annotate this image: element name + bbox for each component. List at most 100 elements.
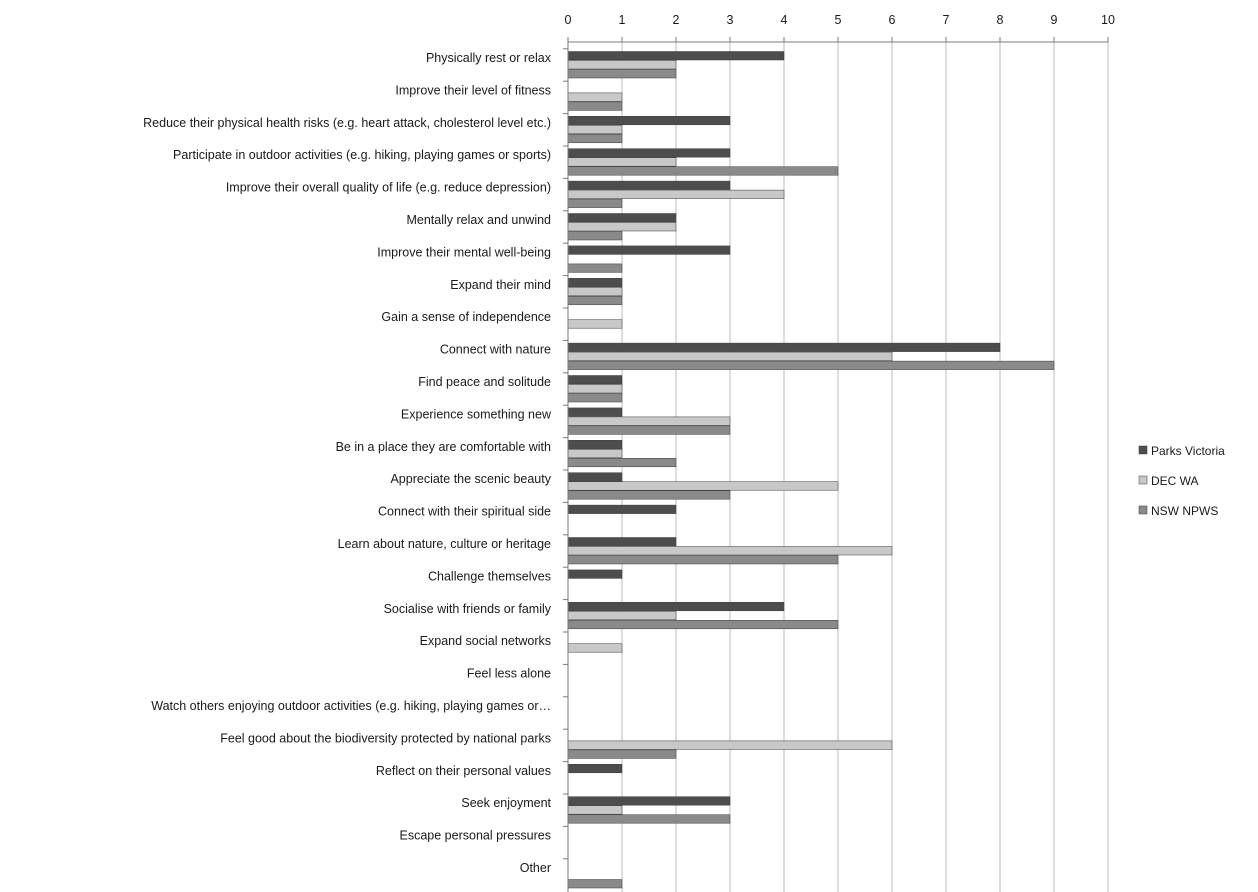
bar-nsw-npws (567, 555, 839, 565)
bar-dec-wa (567, 611, 677, 621)
bar-nsw-npws (567, 879, 623, 889)
category-label: Learn about nature, culture or heritage (338, 537, 551, 551)
bar-parks-victoria (567, 342, 1001, 352)
bar-dec-wa (567, 449, 623, 459)
bar-parks-victoria (567, 375, 623, 385)
category-label: Appreciate the scenic beauty (390, 472, 551, 486)
bar-dec-wa (567, 189, 785, 199)
bar-nsw-npws (567, 749, 677, 759)
bar-nsw-npws (567, 620, 839, 630)
bar-parks-victoria (567, 440, 623, 450)
x-tick-label-6: 6 (889, 13, 896, 27)
x-tick-label-10: 10 (1101, 13, 1115, 27)
bar-dec-wa (567, 157, 677, 167)
category-label: Feel good about the biodiversity protect… (220, 731, 551, 745)
bar-nsw-npws (567, 69, 677, 79)
category-label: Connect with their spiritual side (378, 505, 551, 519)
bar-nsw-npws (567, 134, 623, 144)
bar-parks-victoria (567, 602, 785, 612)
bar-nsw-npws (567, 198, 623, 208)
bar-parks-victoria (567, 504, 677, 514)
category-label: Escape personal pressures (400, 829, 551, 843)
bar-nsw-npws (567, 360, 1055, 370)
bar-nsw-npws (567, 814, 731, 824)
category-label: Participate in outdoor activities (e.g. … (173, 148, 551, 162)
category-label: Expand their mind (450, 278, 551, 292)
bar-dec-wa (567, 125, 623, 135)
category-label: Improve their overall quality of life (e… (226, 181, 551, 195)
bar-dec-wa (567, 546, 893, 556)
category-label: Experience something new (401, 407, 552, 421)
legend-swatch-nsw-npws (1138, 505, 1148, 515)
category-label: Be in a place they are comfortable with (336, 440, 551, 454)
bar-nsw-npws (567, 490, 731, 500)
category-label: Watch others enjoying outdoor activities… (151, 699, 551, 713)
bar-dec-wa (567, 287, 623, 297)
category-label: Feel less alone (467, 667, 551, 681)
legend-label-nsw-npws: NSW NPWS (1151, 504, 1218, 518)
x-tick-label-4: 4 (781, 13, 788, 27)
legend-label-parks-victoria: Parks Victoria (1151, 444, 1225, 458)
bar-parks-victoria (567, 116, 731, 126)
legend-swatch-dec-wa (1138, 475, 1148, 485)
x-tick-label-2: 2 (673, 13, 680, 27)
category-label: Socialise with friends or family (384, 602, 552, 616)
x-tick-label-8: 8 (997, 13, 1004, 27)
bar-parks-victoria (567, 51, 785, 61)
axes (563, 37, 1109, 892)
bar-parks-victoria (567, 148, 731, 158)
category-label: Expand social networks (420, 634, 551, 648)
bar-parks-victoria (567, 213, 677, 223)
bar-dec-wa (567, 60, 677, 70)
bar-dec-wa (567, 416, 731, 426)
legend: Parks Victoria DEC WA NSW NPWS (1138, 444, 1225, 518)
bar-parks-victoria (567, 537, 677, 547)
bar-nsw-npws (567, 101, 623, 111)
x-tick-label-1: 1 (619, 13, 626, 27)
bar-parks-victoria (567, 180, 731, 190)
bar-dec-wa (567, 740, 893, 750)
bar-parks-victoria (567, 569, 623, 579)
x-tick-labels: 0 1 2 3 4 5 6 7 8 9 10 (565, 13, 1115, 27)
category-label: Connect with nature (440, 343, 551, 357)
x-tick-label-7: 7 (943, 13, 950, 27)
bar-nsw-npws (567, 263, 623, 273)
x-tick-label-0: 0 (565, 13, 572, 27)
category-label: Physically rest or relax (426, 51, 552, 65)
bar-dec-wa (567, 319, 623, 329)
bar-nsw-npws (567, 231, 623, 241)
category-labels: Physically rest or relax Improve their le… (143, 51, 552, 875)
bar-parks-victoria (567, 472, 623, 482)
bar-parks-victoria (567, 764, 623, 774)
category-label: Gain a sense of independence (381, 310, 551, 324)
category-label: Reduce their physical health risks (e.g.… (143, 116, 551, 130)
category-label: Seek enjoyment (461, 796, 551, 810)
bar-nsw-npws (567, 458, 677, 468)
bar-nsw-npws (567, 296, 623, 306)
x-tick-label-5: 5 (835, 13, 842, 27)
x-tick-label-9: 9 (1051, 13, 1058, 27)
category-label: Find peace and solitude (418, 375, 551, 389)
category-label: Reflect on their personal values (376, 764, 551, 778)
bar-dec-wa (567, 222, 677, 232)
category-label: Mentally relax and unwind (406, 213, 551, 227)
category-label: Improve their mental well-being (377, 245, 551, 259)
x-tick-label-3: 3 (727, 13, 734, 27)
category-label: Challenge themselves (428, 569, 551, 583)
bar-nsw-npws (567, 425, 731, 435)
category-label: Other (520, 861, 551, 875)
category-label: Improve their level of fitness (395, 83, 551, 97)
bar-dec-wa (567, 805, 623, 815)
bar-dec-wa (567, 92, 623, 102)
bar-parks-victoria (567, 407, 623, 417)
bar-parks-victoria (567, 245, 731, 255)
bar-parks-victoria (567, 278, 623, 288)
bar-dec-wa (567, 643, 623, 653)
bar-nsw-npws (567, 393, 623, 403)
bar-dec-wa (567, 481, 839, 491)
legend-label-dec-wa: DEC WA (1151, 474, 1199, 488)
bar-parks-victoria (567, 796, 731, 806)
bars (567, 51, 1055, 889)
bar-nsw-npws (567, 166, 839, 176)
